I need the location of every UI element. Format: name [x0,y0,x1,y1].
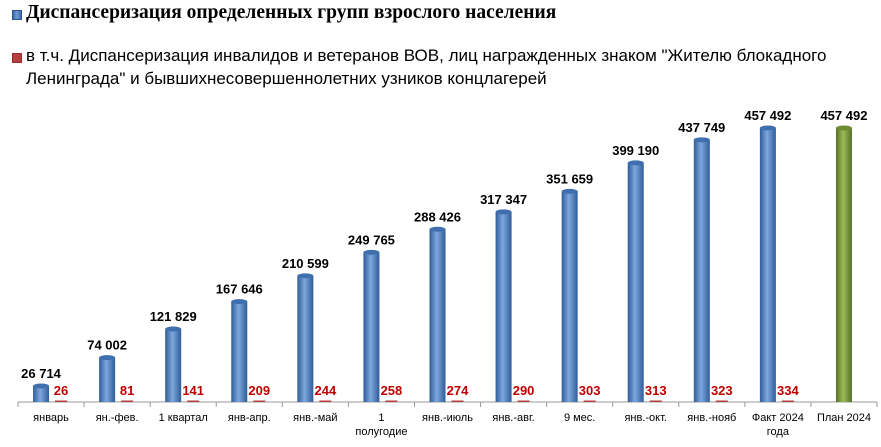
legend-label-main: Диспансеризация определенных групп взрос… [26,2,557,23]
legend-label-sub: в т.ч. Диспансеризация инвалидов и ветер… [26,46,827,88]
x-tick-label: полугодие [355,426,407,438]
data-label-main: 457 492 [820,108,867,123]
legend-swatch-sub [12,53,22,63]
x-tick-label: янв.-нояб [687,412,736,424]
bar-main [363,252,380,402]
bar-main [165,329,182,402]
bar-main-top [99,355,116,361]
x-tick-label: 1 [378,412,384,424]
bar-main [33,386,50,402]
x-tick-label: янв.-июль [422,412,473,424]
bar-sub [55,400,68,402]
data-label-main: 457 492 [744,108,791,123]
data-label-sub: 303 [579,383,601,398]
bar-main [297,275,314,402]
x-tick-label: Факт 2024 [752,412,804,424]
bar-main-top [835,125,852,131]
bar-main-top [495,209,512,215]
data-label-main: 351 659 [546,171,593,186]
bar-main [429,229,446,402]
bar-main [495,211,512,402]
data-label-sub: 81 [120,383,134,398]
bar-sub [649,400,662,402]
x-tick-label: янв.-май [293,412,337,424]
bar-sub [385,400,398,402]
data-label-sub: 334 [777,383,799,398]
bar-sub [319,400,332,402]
bar-main [561,191,578,402]
legend-entry-main: Диспансеризация определенных групп взрос… [8,2,873,28]
data-label-main: 167 646 [216,282,263,297]
data-label-main: 399 190 [612,143,659,158]
bar-main-top [33,383,50,389]
bar-main-top [627,160,644,166]
x-tick-label: года [767,426,790,438]
x-tick-label: янв.-авг. [492,412,534,424]
bar-main [231,301,248,402]
data-label-sub: 258 [381,383,403,398]
bar-sub [253,400,266,402]
data-label-main: 74 002 [87,338,127,353]
data-label-sub: 209 [248,383,270,398]
data-label-sub: 290 [513,383,535,398]
bar-sub [517,400,530,402]
x-tick-label: январь [33,412,69,424]
x-tick-label: 9 мес. [564,412,595,424]
legend-swatch-main [12,10,22,20]
data-label-main: 121 829 [150,309,197,324]
bar-sub [781,400,794,402]
bar-main [99,357,116,402]
bar-sub [121,400,134,402]
bar-main-top [759,125,776,131]
data-label-main: 288 426 [414,209,461,224]
bar-sub [715,400,728,402]
bar-main-top [429,226,446,232]
bar-main-top [363,249,380,255]
data-label-main: 26 714 [21,366,62,381]
x-tick-label: План 2024 [817,412,871,424]
bar-main-top [693,137,710,143]
data-label-sub: 141 [182,383,204,398]
bar-sub [451,400,464,402]
chart-legend: Диспансеризация определенных групп взрос… [8,0,873,88]
bar-main [693,139,710,402]
data-label-sub: 26 [54,383,68,398]
bar-main-top [297,273,314,279]
data-label-main: 437 749 [678,120,725,135]
data-label-main: 317 347 [480,192,527,207]
data-label-sub: 313 [645,383,667,398]
bar-main-top [165,326,182,332]
bar-sub [583,400,596,402]
data-label-sub: 244 [314,383,336,398]
bar-main-top [561,188,578,194]
x-tick-label: янв-апр. [228,412,271,424]
bar-sub [187,400,200,402]
bar-main [759,128,776,402]
x-tick-label: янв.-окт. [624,412,667,424]
bar-main [627,162,644,402]
bar-main [835,128,852,402]
x-tick-label: ян.-фев. [96,412,139,424]
data-label-main: 249 765 [348,232,395,247]
data-label-sub: 274 [447,383,469,398]
bar-main-top [231,299,248,305]
data-label-sub: 323 [711,383,733,398]
x-tick-label: 1 квартал [159,412,208,424]
data-label-main: 210 599 [282,256,329,271]
